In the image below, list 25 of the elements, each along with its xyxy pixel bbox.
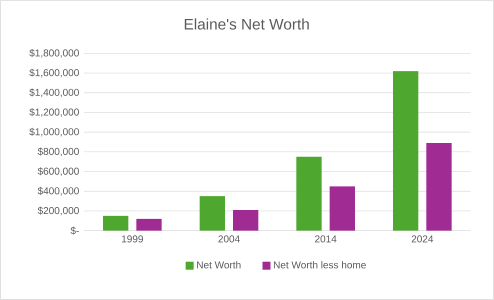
y-tick-label: $1,200,000: [29, 108, 79, 117]
bar: [103, 216, 128, 231]
x-tick-label: 2014: [315, 235, 336, 242]
bar: [392, 71, 418, 231]
y-tick-label: $-: [70, 226, 79, 235]
y-tick-label: $600,000: [38, 167, 79, 176]
bar: [296, 156, 322, 231]
y-tick-label: $800,000: [38, 148, 79, 156]
chart-title: Elaine's Net Worth: [184, 18, 309, 30]
legend-label: Net Worth: [197, 261, 241, 268]
bar: [426, 142, 452, 231]
bar: [233, 210, 258, 231]
x-tick-label: 2024: [412, 235, 434, 242]
bar: [200, 196, 225, 231]
y-tick-label: $1,400,000: [29, 88, 79, 98]
y-tick-label: $200,000: [38, 206, 79, 216]
x-tick-label: 1999: [122, 235, 143, 242]
x-tick-label: 2004: [218, 235, 240, 242]
y-tick-label: $400,000: [38, 186, 79, 196]
y-tick-label: $1,000,000: [29, 128, 79, 136]
bar: [330, 186, 355, 231]
y-tick-label: $1,600,000: [29, 68, 79, 78]
bar: [136, 218, 162, 231]
y-tick-label: $1,800,000: [29, 48, 79, 58]
legend-label: Net Worth less home: [274, 261, 366, 268]
